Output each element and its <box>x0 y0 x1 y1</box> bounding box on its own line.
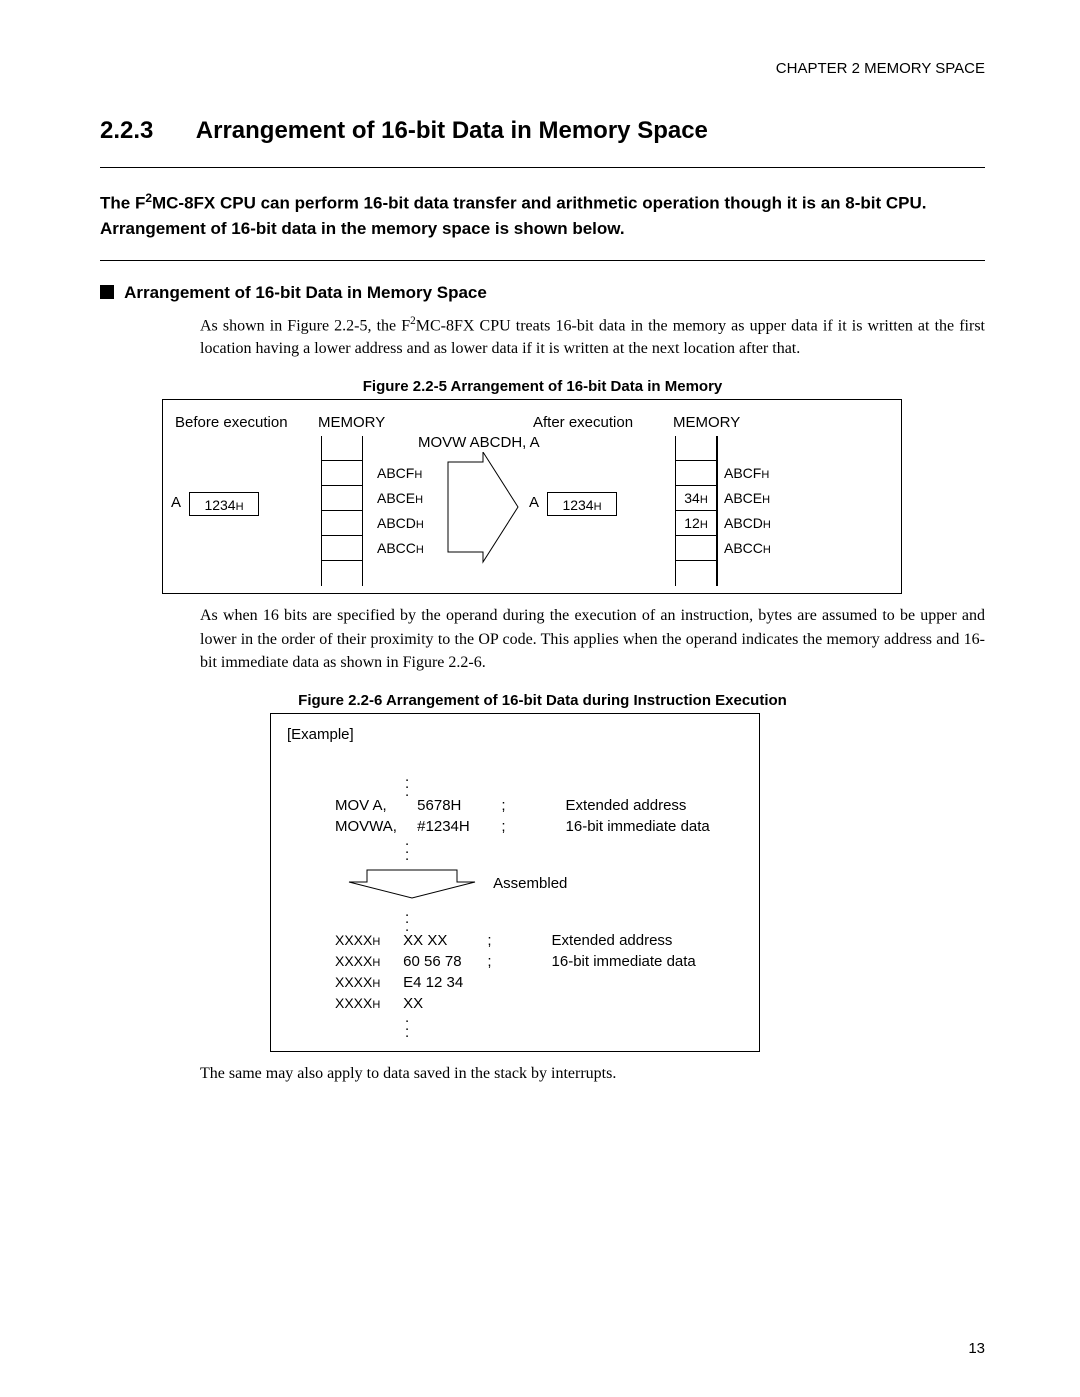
hex-bytes: XX <box>403 993 483 1014</box>
comment: Extended address <box>552 930 673 951</box>
addr-cell: ABCFH <box>371 461 433 486</box>
addr-cell: ABCDH <box>717 511 779 536</box>
mnemonic: MOV A, <box>335 795 413 816</box>
reg-a-value-after: 1234H <box>562 497 601 513</box>
hex-bytes: E4 12 34 <box>403 972 483 993</box>
section-number: 2.2.3 <box>100 117 190 145</box>
reg-a-label-after: A <box>529 494 539 511</box>
page-number: 13 <box>968 1340 985 1357</box>
hex-line-2: XXXXH 60 56 78 ; 16-bit immediate data <box>335 951 743 972</box>
reg-a-box-after: 1234H <box>547 492 617 516</box>
addr-cell: ABCEH <box>717 486 779 511</box>
mem-cell <box>675 536 717 561</box>
para1-prefix: As shown in Figure 2.2-5, the F <box>200 317 410 334</box>
after-exec-label: After execution <box>533 414 633 431</box>
down-arrow-icon <box>347 868 477 900</box>
semicolon: ; <box>501 816 561 837</box>
example-label: [Example] <box>287 726 743 743</box>
arrow-icon <box>443 452 523 572</box>
page: CHAPTER 2 MEMORY SPACE 2.2.3 Arrangement… <box>0 0 1080 1397</box>
hex-line-4: XXXXH XX <box>335 993 743 1014</box>
hex-line-1: XXXXH XX XX ; Extended address <box>335 930 743 951</box>
mem-cell <box>321 561 363 586</box>
hex-bytes: 60 56 78 <box>403 951 483 972</box>
paragraph-1: As shown in Figure 2.2-5, the F2MC-8FX C… <box>200 313 985 361</box>
figure-2-2-5: Before execution MEMORY MOVW ABCDH, A A … <box>162 399 902 594</box>
memory-label-left: MEMORY <box>318 414 385 431</box>
intro-sup: 2 <box>145 191 152 205</box>
mem-cell <box>321 511 363 536</box>
square-bullet-icon <box>100 285 114 299</box>
reg-a-value-before: 1234H <box>204 497 243 513</box>
figure-2-2-6-caption: Figure 2.2-6 Arrangement of 16-bit Data … <box>100 692 985 709</box>
mem-cell <box>675 436 717 461</box>
paragraph-3: The same may also apply to data saved in… <box>200 1062 985 1085</box>
before-exec-label: Before execution <box>175 414 288 431</box>
mem-cell <box>321 461 363 486</box>
rule-bottom <box>100 260 985 261</box>
semicolon: ; <box>487 930 547 951</box>
reg-a-box-before: 1234H <box>189 492 259 516</box>
addr-cell: ABCCH <box>371 536 433 561</box>
reg-a-label-before: A <box>171 494 181 511</box>
mem-col-left <box>321 436 363 586</box>
mem-cell <box>321 486 363 511</box>
comment: 16-bit immediate data <box>552 951 696 972</box>
assembled-arrow-row: Assembled <box>347 868 743 900</box>
addr-cell <box>717 561 779 586</box>
vdots-icon: ... <box>405 773 743 796</box>
paragraph-2: As when 16 bits are specified by the ope… <box>200 604 985 674</box>
mem-cell <box>675 461 717 486</box>
hex-bytes: XX XX <box>403 930 483 951</box>
sub-heading-text: Arrangement of 16-bit Data in Memory Spa… <box>124 283 487 302</box>
hex-line-3: XXXXH E4 12 34 <box>335 972 743 993</box>
intro-prefix: The F <box>100 194 145 213</box>
mnemonic: MOVWA, <box>335 816 413 837</box>
addr-cell: ABCDH <box>371 511 433 536</box>
source-line-1: MOV A, 5678H ; Extended address <box>335 795 743 816</box>
mem-col-right: 34H 12H <box>675 436 717 586</box>
chapter-header: CHAPTER 2 MEMORY SPACE <box>100 60 985 77</box>
hex-addr: XXXXH <box>335 994 399 1014</box>
figure-2-2-6: [Example] ... MOV A, 5678H ; Extended ad… <box>270 713 760 1052</box>
semicolon: ; <box>501 795 561 816</box>
rule-top <box>100 167 985 168</box>
section-heading: 2.2.3 Arrangement of 16-bit Data in Memo… <box>100 117 985 145</box>
vdots-icon: ... <box>405 837 743 860</box>
addr-cell <box>717 436 779 461</box>
mem-cell <box>321 536 363 561</box>
figure-2-2-5-caption: Figure 2.2-5 Arrangement of 16-bit Data … <box>100 378 985 395</box>
operand: 5678H <box>417 795 497 816</box>
mem-cell: 12H <box>675 511 717 536</box>
addr-cell: ABCFH <box>717 461 779 486</box>
assembled-label: Assembled <box>493 875 567 892</box>
intro-rest: MC-8FX CPU can perform 16-bit data trans… <box>100 194 927 239</box>
hex-addr: XXXXH <box>335 931 399 951</box>
hex-addr: XXXXH <box>335 973 399 993</box>
comment: 16-bit immediate data <box>566 816 710 837</box>
mem-cell: 34H <box>675 486 717 511</box>
comment: Extended address <box>566 795 687 816</box>
addr-col-right: ABCFH ABCEH ABCDH ABCCH <box>717 436 779 586</box>
addr-col-left: ABCFH ABCEH ABCDH ABCCH <box>371 461 433 561</box>
sub-heading: Arrangement of 16-bit Data in Memory Spa… <box>100 283 985 303</box>
mem-cell <box>675 561 717 586</box>
instruction-label: MOVW ABCDH, A <box>418 434 540 451</box>
semicolon: ; <box>487 951 547 972</box>
intro-paragraph: The F2MC-8FX CPU can perform 16-bit data… <box>100 190 985 242</box>
section-title: Arrangement of 16-bit Data in Memory Spa… <box>196 117 708 144</box>
source-line-2: MOVWA, #1234H ; 16-bit immediate data <box>335 816 743 837</box>
memory-label-right: MEMORY <box>673 414 740 431</box>
vdots-icon: ... <box>405 1014 743 1037</box>
vdots-icon: ... <box>405 908 743 931</box>
operand: #1234H <box>417 816 497 837</box>
addr-cell: ABCCH <box>717 536 779 561</box>
addr-cell: ABCEH <box>371 486 433 511</box>
hex-addr: XXXXH <box>335 952 399 972</box>
mem-cell <box>321 436 363 461</box>
